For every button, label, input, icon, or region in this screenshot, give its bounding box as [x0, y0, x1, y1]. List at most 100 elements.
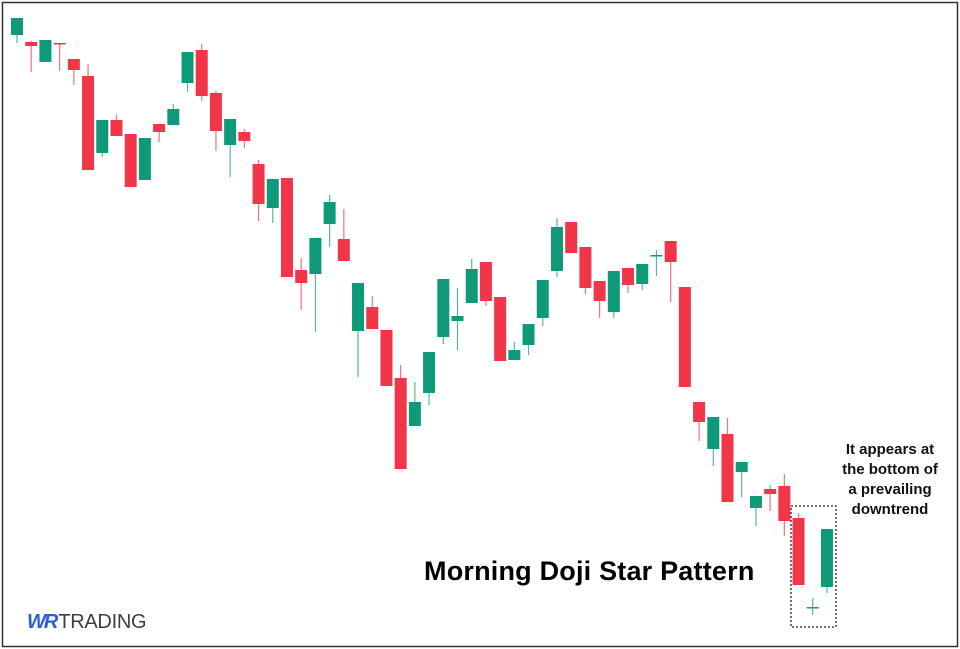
candle — [39, 40, 52, 62]
candle — [153, 124, 166, 142]
candle-body — [238, 132, 251, 141]
candle — [238, 129, 251, 148]
annotation-line: the bottom of — [842, 461, 938, 478]
candles-group — [11, 18, 833, 615]
candle — [280, 178, 293, 277]
candle — [423, 352, 436, 405]
candle — [494, 297, 507, 361]
candle — [664, 241, 677, 302]
candle-body — [394, 378, 407, 469]
annotation-line: It appears at — [845, 441, 935, 458]
candle — [707, 417, 720, 466]
candle — [465, 259, 478, 303]
candle-body — [764, 489, 777, 494]
annotation-line: a prevailing — [848, 481, 932, 498]
candle-body — [494, 297, 507, 361]
candle-body — [579, 247, 592, 288]
logo-mark: WR — [27, 611, 58, 633]
candle-body — [295, 270, 308, 283]
logo-word: TRADING — [58, 611, 147, 633]
annotation-text: It appears at the bottom of a prevailing… — [826, 440, 954, 520]
candle-body — [735, 462, 748, 472]
candle — [565, 222, 578, 253]
candle-body — [138, 138, 151, 180]
candle-body — [309, 238, 322, 274]
candle-body — [778, 486, 791, 521]
candle-body — [437, 279, 450, 337]
candle-body — [693, 402, 706, 422]
candle-body — [479, 262, 492, 301]
candle — [138, 138, 151, 180]
candle-body — [337, 239, 350, 261]
candle — [579, 247, 592, 294]
candle — [252, 160, 265, 221]
candle-body — [380, 330, 393, 386]
candle-body — [82, 76, 95, 170]
candle — [323, 195, 336, 247]
candle-body — [749, 496, 762, 508]
candle — [721, 418, 734, 502]
candle — [167, 104, 180, 125]
candle — [53, 43, 66, 71]
candle-body — [536, 280, 549, 318]
candle — [25, 41, 38, 72]
candle-body — [550, 227, 563, 271]
candle-body — [252, 164, 265, 204]
candle — [181, 52, 194, 92]
candle-body — [792, 518, 805, 585]
candle-body — [565, 222, 578, 253]
candle-body — [508, 350, 521, 360]
candle-body — [707, 417, 720, 449]
candle — [96, 120, 109, 157]
candle — [820, 529, 833, 593]
candle — [678, 287, 691, 387]
pattern-highlight-box — [790, 505, 837, 628]
candle-body — [451, 316, 464, 321]
candle-body — [820, 529, 833, 587]
candle — [266, 179, 279, 223]
candle-body — [110, 120, 123, 136]
candle-body — [25, 42, 38, 46]
candle-body — [721, 434, 734, 502]
candle — [778, 474, 791, 536]
candle — [195, 44, 208, 101]
candle — [380, 330, 393, 386]
candle-body — [167, 109, 180, 125]
candle-body — [522, 324, 535, 345]
candle — [636, 264, 649, 290]
candle — [550, 218, 563, 277]
candle-body — [153, 124, 166, 132]
candle — [522, 324, 535, 355]
candle-body — [607, 271, 620, 312]
candle — [792, 513, 805, 585]
candle — [607, 271, 620, 318]
candle-body — [323, 202, 336, 224]
candle-body — [636, 264, 649, 284]
candle-body — [622, 268, 635, 285]
candle-body — [266, 179, 279, 208]
candle — [67, 59, 80, 85]
candle-body — [664, 241, 677, 262]
candle — [366, 296, 379, 329]
candle — [408, 382, 421, 426]
candle-body — [96, 120, 109, 153]
candle-body — [423, 352, 436, 393]
candle — [124, 134, 137, 187]
candle-body — [366, 307, 379, 329]
wrtrading-logo: WR TRADING — [27, 611, 147, 634]
candle-body — [11, 18, 23, 35]
candle — [209, 91, 222, 151]
candle — [394, 365, 407, 469]
candle — [650, 250, 663, 276]
annotation-line: downtrend — [851, 501, 929, 518]
candle — [508, 342, 521, 360]
candle-body — [280, 178, 293, 277]
candle-body — [408, 402, 421, 426]
candle — [593, 281, 606, 318]
candle — [622, 268, 635, 293]
candle-body — [181, 52, 194, 83]
candle-body — [209, 93, 222, 131]
candle-body — [352, 283, 365, 331]
